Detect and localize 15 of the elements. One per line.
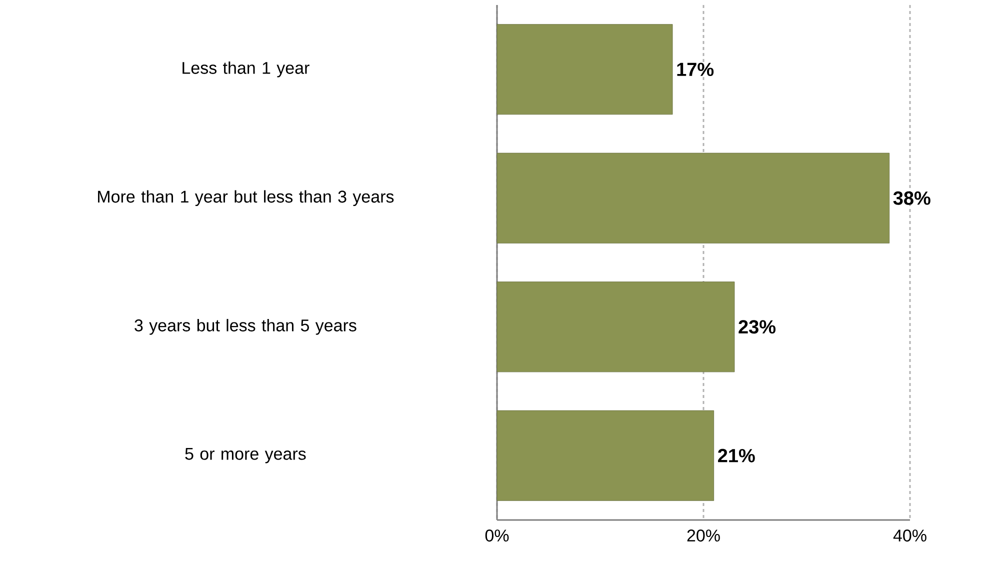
data-label: 23% [738,320,776,334]
y-tick-label: Less than 1 year [182,61,310,78]
bar [496,410,714,501]
y-tick-label: 5 or more years [185,448,306,464]
x-tick-label: 20% [687,530,720,542]
bar [496,24,673,115]
bar [496,152,890,244]
data-label: 17% [677,62,714,76]
y-tick-label: More than 1 year but less than 3 years [98,190,394,206]
y-tick-label: 3 years but less than 5 years [134,318,356,335]
data-label: 21% [718,448,755,462]
data-label: 38% [893,191,930,205]
bar [496,282,735,372]
x-tick-label: 40% [893,530,926,542]
x-tick-label: 0% [485,530,509,542]
